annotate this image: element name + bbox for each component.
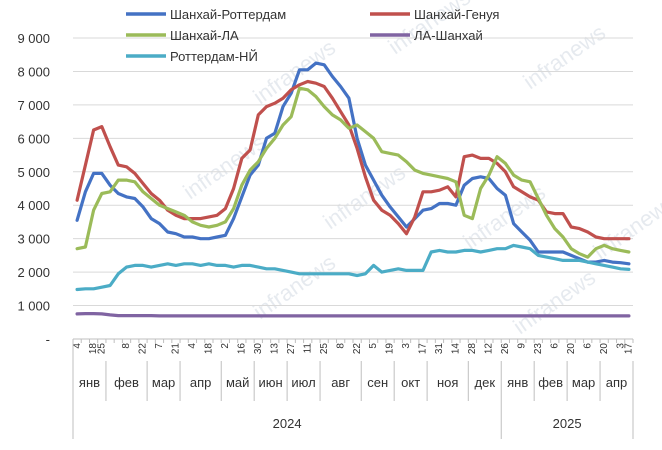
x-day-label: 9 xyxy=(516,343,527,349)
x-day-label: 16 xyxy=(236,343,247,355)
x-month-label: апр xyxy=(190,375,212,390)
x-month-label: апр xyxy=(606,375,628,390)
x-day-label: 8 xyxy=(121,343,132,349)
y-tick-label: 5 000 xyxy=(17,165,50,180)
x-month-label: мар xyxy=(152,375,175,390)
y-tick-label: 6 000 xyxy=(17,131,50,146)
series-line xyxy=(75,86,631,259)
x-day-label: 8 xyxy=(335,343,346,349)
x-day-label: 22 xyxy=(138,343,149,355)
x-day-label: 23 xyxy=(533,343,544,355)
x-month-label: окт xyxy=(401,375,420,390)
watermark-text: infranews xyxy=(509,265,600,339)
x-month-label: авг xyxy=(331,375,350,390)
legend-label: ЛА-Шанхай xyxy=(414,28,483,43)
x-month-label: июл xyxy=(291,375,315,390)
x-month-label: сен xyxy=(367,375,388,390)
x-month-label: июн xyxy=(259,375,283,390)
x-month-label: фев xyxy=(114,375,139,390)
y-tick-label: 7 000 xyxy=(17,98,50,113)
x-day-label: 3 xyxy=(615,343,626,349)
y-tick-label: - xyxy=(46,332,50,347)
x-day-label: 19 xyxy=(385,343,396,355)
x-month-label: фев xyxy=(538,375,563,390)
x-year-label: 2024 xyxy=(273,416,302,431)
series-line xyxy=(75,79,631,241)
series-line xyxy=(75,243,631,292)
x-month-label: мар xyxy=(572,375,595,390)
watermark-text: infranews xyxy=(519,20,610,94)
x-day-label: 17 xyxy=(418,343,429,355)
x-day-label: 26 xyxy=(500,343,511,355)
x-day-label: 11 xyxy=(302,343,313,354)
x-day-label: 25 xyxy=(319,343,330,355)
y-tick-label: 9 000 xyxy=(17,31,50,46)
x-day-label: 2 xyxy=(220,343,231,349)
series-lines xyxy=(75,61,631,318)
x-day-label: 18 xyxy=(204,343,215,355)
x-day-label: 20 xyxy=(566,343,577,355)
x-day-label: 27 xyxy=(286,343,297,355)
x-day-label: 7 xyxy=(154,343,165,349)
y-tick-label: 3 000 xyxy=(17,232,50,247)
x-day-label: 31 xyxy=(434,343,445,355)
x-year-label: 2025 xyxy=(553,416,582,431)
x-day-label: 4 xyxy=(72,343,83,349)
series-line xyxy=(75,312,631,318)
x-day-label: 6 xyxy=(582,343,593,349)
x-month-label: дек xyxy=(475,375,496,390)
legend-label: Роттердам-НЙ xyxy=(170,49,258,64)
x-day-label: 12 xyxy=(484,343,495,355)
x-month-label: ноя xyxy=(437,375,458,390)
legend-label: Шанхай-Роттердам xyxy=(170,7,286,22)
y-tick-label: 1 000 xyxy=(17,299,50,314)
x-day-label: 14 xyxy=(451,343,462,355)
x-month-label: янв xyxy=(79,375,100,390)
x-day-label: 18 xyxy=(88,343,99,355)
x-day-label: 13 xyxy=(269,343,280,355)
x-day-label: 28 xyxy=(467,343,478,355)
x-month-label: май xyxy=(226,375,249,390)
x-day-label: 25 xyxy=(96,343,107,355)
y-tick-label: 8 000 xyxy=(17,64,50,79)
x-month-label: янв xyxy=(507,375,528,390)
x-day-label: 4 xyxy=(187,343,198,349)
x-day-label: 30 xyxy=(253,343,264,355)
y-tick-label: 2 000 xyxy=(17,265,50,280)
legend-label: Шанхай-ЛА xyxy=(170,28,239,43)
y-tick-label: 4 000 xyxy=(17,198,50,213)
legend: Шанхай-Роттердам Шанхай-Генуя Шанхай-ЛА ЛА-… xyxy=(126,7,499,64)
x-day-label: 21 xyxy=(171,343,182,355)
x-day-label: 17 xyxy=(624,343,635,355)
x-day-label: 22 xyxy=(352,343,363,355)
y-axis-ticks: - 1 000 2 000 3 000 4 000 5 000 6 000 7 000 8 00… xyxy=(17,31,50,347)
x-day-label: 5 xyxy=(368,343,379,349)
x-day-label: 6 xyxy=(549,343,560,349)
x-day-label: 20 xyxy=(599,343,610,355)
x-day-label: 3 xyxy=(401,343,412,349)
legend-label: Шанхай-Генуя xyxy=(414,7,499,22)
series-line xyxy=(75,61,631,266)
watermark-text: infranews xyxy=(249,250,340,324)
